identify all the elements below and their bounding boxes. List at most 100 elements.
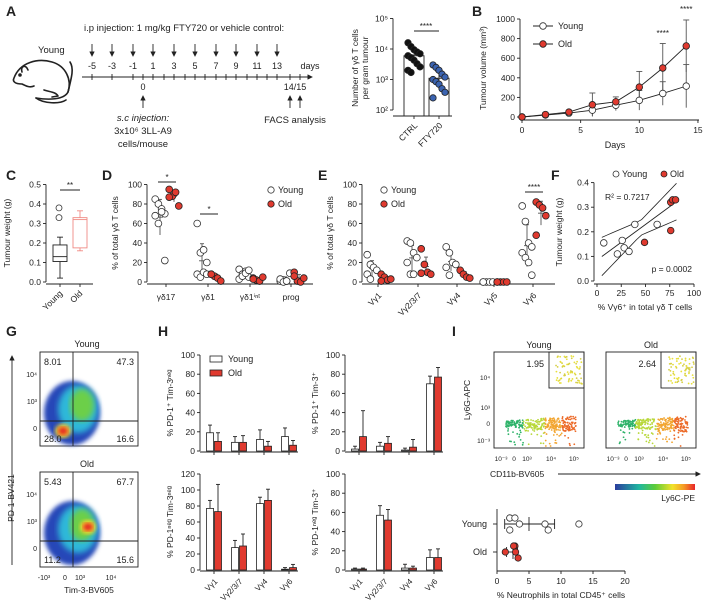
- i-x-tick-label: 10⁻³: [495, 456, 509, 463]
- i-event-dot: [659, 418, 662, 420]
- i-event-dot: [667, 427, 669, 429]
- i-event-dot: [507, 420, 510, 423]
- i-event-dot: [568, 427, 571, 429]
- i-event-dot: [670, 421, 673, 424]
- f-x-tick-label: 25: [617, 288, 627, 298]
- h-x-tick-label: Vγ2/3/7: [364, 577, 390, 603]
- i-event-dot: [527, 443, 530, 446]
- i-gate-event-dot: [684, 359, 687, 362]
- h-bar-young: [281, 436, 289, 452]
- i-event-dot: [672, 427, 675, 429]
- i-gate-event-dot: [692, 376, 695, 379]
- i-event-dot: [572, 428, 575, 430]
- h-legend-swatch: [209, 369, 223, 377]
- i-event-dot: [565, 427, 568, 430]
- b-point-young: [659, 89, 667, 98]
- i-event-dot: [673, 434, 676, 437]
- i-event-dot: [548, 428, 550, 431]
- i-gate-event-dot: [690, 382, 693, 385]
- mouse-icon: [12, 59, 73, 104]
- i-event-dot: [521, 419, 524, 422]
- a-point: [416, 63, 424, 71]
- mouse-label: Young: [38, 45, 65, 56]
- i-gate-event-dot: [566, 371, 569, 374]
- a-x-tick-label: FTY720: [416, 120, 445, 149]
- g-quadrant-value: 28.0: [44, 434, 62, 444]
- i-event-dot: [564, 434, 566, 437]
- i-event-dot: [651, 433, 654, 435]
- a-chart-ylabel: Number of γδ T cells: [350, 29, 360, 107]
- i-gate-event-dot: [669, 362, 672, 365]
- i-gate-event-dot: [688, 362, 691, 365]
- i-gate-event-dot: [671, 357, 674, 360]
- i-event-dot: [570, 424, 573, 426]
- d-ylabel: % of total γδ T cells: [110, 196, 120, 270]
- i-event-dot: [543, 422, 546, 424]
- a-chart-ylabel: per gram tumour: [360, 36, 370, 99]
- b-legend-label: Old: [558, 39, 572, 49]
- d-chart-y-tick-label: 0: [137, 277, 142, 287]
- h-bar-young: [206, 432, 214, 452]
- i-strip-point-young: [515, 520, 524, 528]
- i-gate-event-dot: [671, 382, 674, 384]
- i-event-dot: [666, 440, 668, 443]
- i-event-dot: [507, 428, 510, 430]
- d-point-old: [217, 277, 225, 285]
- i-event-dot: [631, 420, 634, 423]
- i-gate-event-dot: [675, 360, 678, 362]
- i-event-dot: [547, 424, 550, 427]
- e-x-tick-label: Vγ1: [366, 290, 384, 308]
- i-event-dot: [638, 419, 641, 422]
- i-x-tick-label: 10³: [522, 456, 532, 463]
- i-gate-event-dot: [681, 364, 684, 367]
- i-event-dot: [570, 428, 573, 431]
- i-event-dot: [564, 418, 567, 420]
- a-chart-y-tick-label: 10⁵: [375, 14, 388, 24]
- i-event-dot: [542, 425, 545, 428]
- i-gate-event-dot: [684, 357, 687, 360]
- i-plot-title: Old: [644, 340, 658, 350]
- h-chart-y-tick-label: 0: [335, 446, 340, 456]
- i-event-dot: [536, 428, 538, 430]
- i-event-dot: [647, 420, 650, 423]
- h-x-tick-label: Vγ1: [348, 577, 365, 594]
- i-event-dot: [651, 425, 654, 428]
- i-gate-event-dot: [561, 365, 564, 368]
- i-event-dot: [555, 423, 558, 426]
- i-event-dot: [508, 425, 510, 427]
- e-legend-label: Old: [391, 199, 405, 209]
- i-event-dot: [525, 419, 528, 422]
- h-bar-young: [401, 567, 409, 571]
- h-chart-y-tick-label: 20: [186, 549, 196, 559]
- c-chart-y-tick-label: 0.4: [29, 199, 41, 209]
- b-x-tick-label: 0: [520, 125, 525, 135]
- i-y-tick-label: 10³: [481, 405, 491, 412]
- i-event-dot: [623, 419, 625, 422]
- e-point-old: [541, 211, 550, 220]
- i-event-dot: [624, 422, 627, 424]
- e-chart-y-tick-label: 0: [352, 277, 357, 287]
- i-flow-ylabel: Ly6G-APC: [462, 380, 472, 420]
- f-p-value: p = 0.0002: [652, 264, 693, 274]
- i-gate-event-dot: [670, 379, 672, 382]
- i-event-dot: [649, 423, 652, 426]
- i-strip-x-tick-label: 0: [495, 576, 500, 586]
- c-chart-y-tick-label: 0.2: [29, 238, 41, 248]
- f-legend-label: Old: [670, 169, 684, 179]
- i-event-dot: [545, 433, 548, 435]
- e-point-old: [532, 231, 540, 240]
- i-event-dot: [674, 426, 676, 429]
- h-bar-old: [434, 557, 442, 571]
- day-label: -3: [108, 61, 116, 71]
- i-event-dot: [573, 422, 576, 425]
- h-bar-old: [239, 545, 247, 571]
- b-point-old: [659, 64, 667, 72]
- g-ylabel: PD-1-BV421: [6, 474, 16, 522]
- panel-label-H: H: [158, 323, 168, 339]
- c-significance: **: [67, 181, 73, 190]
- b-point-old: [682, 42, 690, 50]
- day-label: 11: [252, 61, 261, 71]
- i-strip-point-old: [514, 554, 522, 562]
- b-x-tick-label: 15: [693, 125, 703, 135]
